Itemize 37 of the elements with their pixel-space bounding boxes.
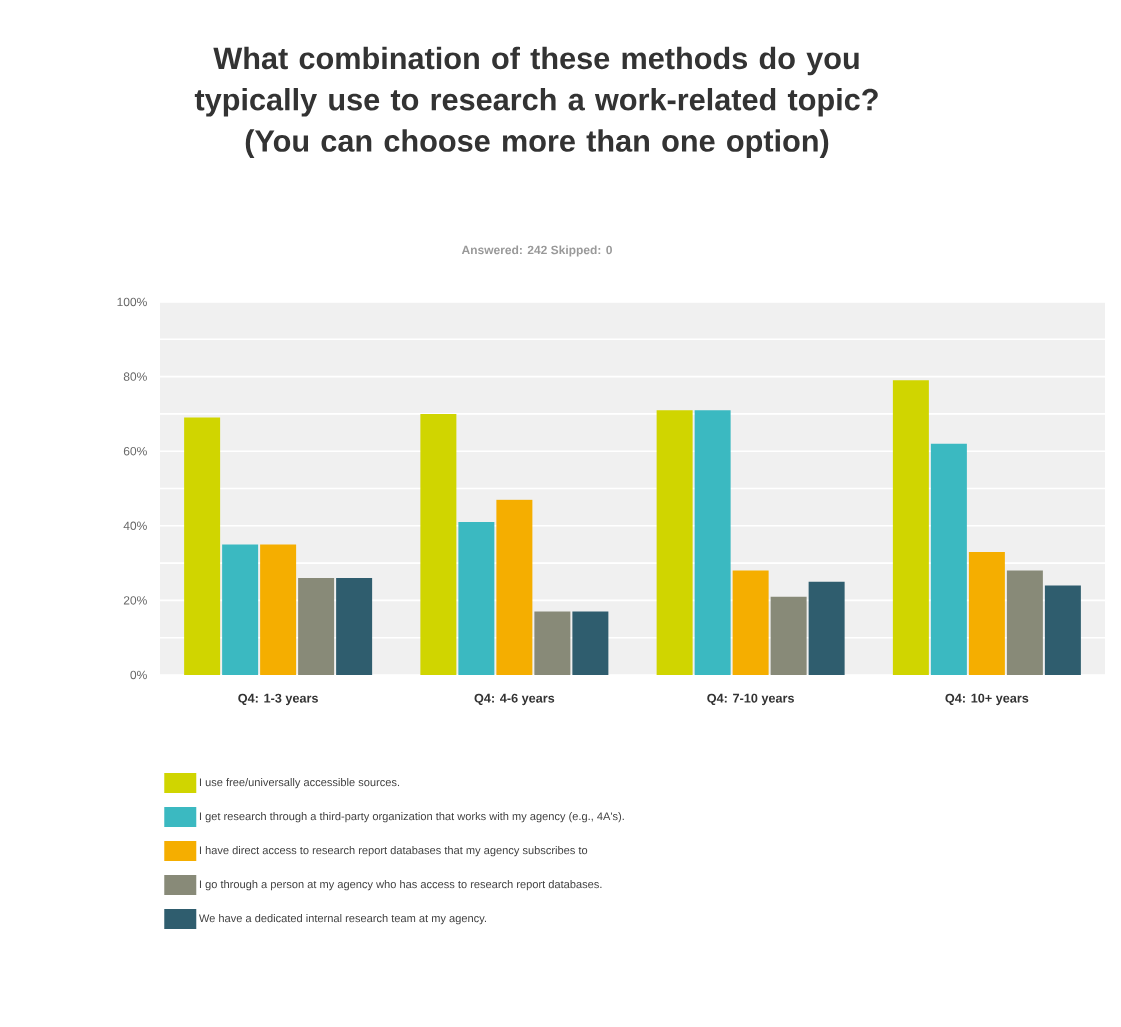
legend-label: I use free/universally accessible sources. [199, 778, 400, 789]
bar [1044, 585, 1081, 675]
bar [534, 611, 571, 675]
bar [298, 578, 335, 675]
bar [420, 413, 457, 675]
bar [336, 578, 373, 675]
x-tick-label: Q4: 4-6 years [474, 693, 555, 706]
bar [732, 570, 769, 675]
bar [968, 551, 1005, 675]
legend-label: I have direct access to research report databases that my agency subscribes to [199, 846, 588, 857]
bar [694, 410, 731, 675]
bar [458, 522, 495, 675]
bar [184, 417, 221, 675]
y-tick-label: 0% [130, 670, 147, 680]
bar [808, 581, 845, 675]
y-tick-label: 100% [117, 297, 147, 307]
chart-title: What combination of these methods do you typically use to research a work-related topic? (You can choose more than one option) [194, 46, 878, 158]
x-tick-label: Q4: 7-10 years [707, 693, 794, 706]
y-tick-label: 20% [123, 596, 147, 605]
chart-subtitle: Answered: 242 Skipped: 0 [461, 245, 612, 257]
y-tick-label: 40% [123, 521, 147, 531]
bar [496, 499, 533, 675]
legend-label: I get research through a third-party organization that works with my agency (e.g., 4A's). [199, 812, 624, 823]
legend-label: I go through a person at my agency who has access to research report databases. [199, 880, 602, 891]
bar [260, 544, 297, 675]
bar [656, 410, 693, 675]
bar [1006, 570, 1043, 675]
bar [222, 544, 259, 675]
bar [892, 380, 929, 675]
y-tick-label: 60% [123, 446, 147, 456]
x-tick-label: Q4: 10+ years [945, 693, 1029, 706]
bar [770, 596, 807, 675]
y-tick-label: 80% [123, 372, 147, 381]
legend-label: We have a dedicated internal research team at my agency. [198, 914, 486, 925]
x-tick-label: Q4: 1-3 years [238, 693, 318, 706]
bar [930, 443, 967, 675]
bar [572, 611, 609, 675]
